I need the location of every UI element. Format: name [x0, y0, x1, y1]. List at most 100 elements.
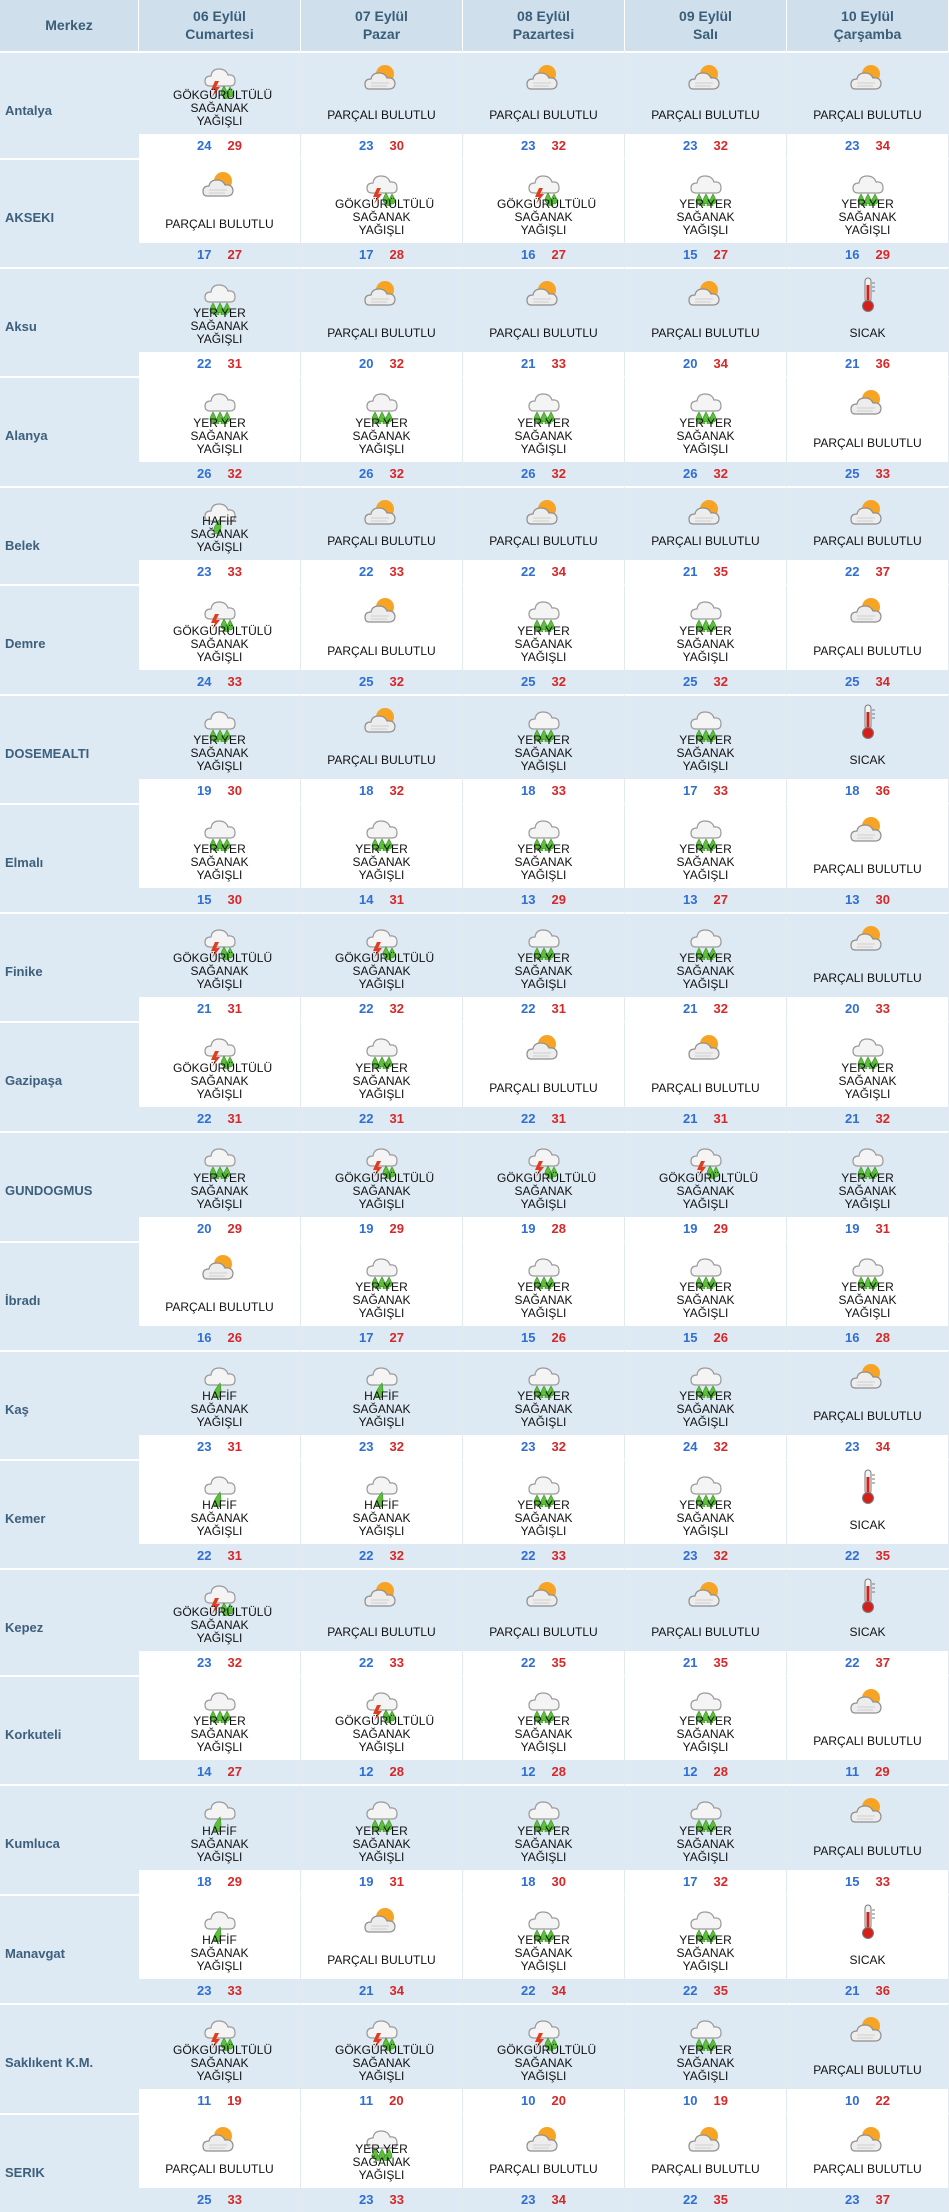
forecast-cell: HAFİF SAĞANAK YAĞIŞLI 18 29 — [139, 1784, 301, 1894]
forecast-cell: GÖKGÜRÜLTÜLÜ SAĞANAK YAĞIŞLI 11 20 — [301, 2003, 463, 2113]
high-temp: 26 — [227, 1330, 242, 1345]
condition-label: SICAK — [849, 753, 886, 767]
forecast-cell: PARÇALI BULUTLU 25 32 — [301, 584, 463, 694]
thermometer-hot-icon — [849, 1467, 887, 1505]
low-temp: 12 — [521, 1764, 536, 1779]
forecast-cell: PARÇALI BULUTLU 21 34 — [301, 1894, 463, 2003]
thunderstorm-icon-svg — [527, 175, 560, 210]
high-temp: 37 — [875, 1655, 890, 1670]
partly-cloudy-icon-svg — [849, 390, 882, 415]
low-temp: 21 — [521, 356, 536, 371]
forecast-cell: GÖKGÜRÜLTÜLÜ SAĞANAK YAĞIŞLI 19 29 — [301, 1131, 463, 1241]
city-name: GUNDOGMUS — [5, 1183, 93, 1198]
forecast-cell: PARÇALI BULUTLU 22 31 — [463, 1021, 625, 1131]
condition-label: HAFİF SAĞANAK YAĞIŞLI — [190, 514, 249, 554]
low-temp: 21 — [359, 1983, 374, 1998]
low-temp: 25 — [845, 674, 860, 689]
temperature-row: 23 37 — [787, 2188, 948, 2212]
low-temp: 21 — [683, 1001, 698, 1016]
forecast-cell: YER YER SAĞANAK YAĞIŞLI 18 33 — [463, 694, 625, 803]
condition-label: YER YER SAĞANAK YAĞIŞLI — [514, 1389, 573, 1429]
city-cell: Saklıkent K.M. — [0, 2003, 139, 2113]
forecast-cell: YER YER SAĞANAK YAĞIŞLI 23 33 — [301, 2113, 463, 2212]
forecast-cell: YER YER SAĞANAK YAĞIŞLI 14 27 — [139, 1675, 301, 1784]
low-temp: 18 — [359, 783, 374, 798]
temperature-row: 24 29 — [139, 134, 300, 158]
header-day-2: 07 Eylül Pazar — [301, 0, 463, 51]
partly-cloudy-icon — [687, 1576, 725, 1614]
city-name: İbradı — [5, 1293, 41, 1308]
city-cell: Kaş — [0, 1350, 139, 1459]
forecast-cell: HAFİF SAĞANAK YAĞIŞLI 23 32 — [301, 1350, 463, 1459]
forecast-cell: PARÇALI BULUTLU 23 34 — [463, 2113, 625, 2212]
thunderstorm-icon-svg — [203, 2020, 236, 2055]
high-temp: 28 — [389, 1764, 404, 1779]
high-temp: 33 — [713, 783, 728, 798]
high-temp: 28 — [389, 247, 404, 262]
partly-cloudy-icon — [363, 702, 401, 740]
temperature-row: 22 35 — [625, 1979, 786, 2003]
high-temp: 28 — [551, 1221, 566, 1236]
forecast-cell: PARÇALI BULUTLU 21 33 — [463, 267, 625, 376]
temperature-row: 22 37 — [787, 1651, 948, 1675]
high-temp: 32 — [551, 466, 566, 481]
light-showers-icon — [201, 1467, 239, 1509]
high-temp: 35 — [713, 564, 728, 579]
city-cell: Belek — [0, 486, 139, 584]
temperature-row: 20 33 — [787, 997, 948, 1021]
low-temp: 16 — [845, 1330, 860, 1345]
temperature-row: 22 31 — [463, 1107, 624, 1131]
partly-cloudy-icon — [525, 1029, 563, 1067]
header-day-1: 06 Eylül Cumartesi — [139, 0, 301, 51]
condition-label: YER YER SAĞANAK YAĞIŞLI — [514, 1714, 573, 1754]
partly-cloudy-icon-svg — [849, 65, 882, 90]
thermometer-hot-icon — [849, 1576, 887, 1614]
forecast-cell: HAFİF SAĞANAK YAĞIŞLI 23 33 — [139, 1894, 301, 2003]
condition-label: YER YER SAĞANAK YAĞIŞLI — [676, 1714, 735, 1754]
partly-cloudy-icon-svg — [687, 500, 720, 525]
partly-cloudy-icon-svg — [525, 65, 558, 90]
low-temp: 21 — [683, 564, 698, 579]
low-temp: 22 — [845, 1548, 860, 1563]
condition-label: HAFİF SAĞANAK YAĞIŞLI — [352, 1389, 411, 1429]
low-temp: 19 — [845, 1221, 860, 1236]
forecast-cell: YER YER SAĞANAK YAĞIŞLI 22 35 — [625, 1894, 787, 2003]
partly-cloudy-icon — [525, 1576, 563, 1614]
condition-label: PARÇALI BULUTLU — [327, 108, 436, 122]
temperature-row: 18 36 — [787, 779, 948, 803]
forecast-cell: PARÇALI BULUTLU 13 30 — [787, 803, 949, 912]
header-date: 08 Eylül — [517, 8, 570, 24]
forecast-cell: HAFİF SAĞANAK YAĞIŞLI 22 32 — [301, 1459, 463, 1568]
partly-cloudy-icon — [525, 2121, 563, 2159]
condition-label: SICAK — [849, 1953, 886, 1967]
low-temp: 22 — [359, 1001, 374, 1016]
temperature-row: 18 32 — [301, 779, 462, 803]
low-temp: 20 — [845, 1001, 860, 1016]
temperature-row: 18 33 — [463, 779, 624, 803]
temperature-row: 18 29 — [139, 1870, 300, 1894]
high-temp: 34 — [389, 1983, 404, 1998]
city-name: SERIK — [5, 2165, 45, 2180]
temperature-row: 17 33 — [625, 779, 786, 803]
city-cell: Kumluca — [0, 1784, 139, 1894]
condition-label: HAFİF SAĞANAK YAĞIŞLI — [352, 1498, 411, 1538]
forecast-cell: YER YER SAĞANAK YAĞIŞLI 25 32 — [625, 584, 787, 694]
city-name: Antalya — [5, 103, 52, 118]
condition-label: YER YER SAĞANAK YAĞIŞLI — [514, 733, 573, 773]
city-cell: Gazipaşa — [0, 1021, 139, 1131]
condition-label: YER YER SAĞANAK YAĞIŞLI — [190, 733, 249, 773]
condition-label: PARÇALI BULUTLU — [327, 534, 436, 548]
temperature-row: 21 35 — [625, 1651, 786, 1675]
condition-label: HAFİF SAĞANAK YAĞIŞLI — [190, 1824, 249, 1864]
high-temp: 27 — [551, 247, 566, 262]
temperature-row: 21 35 — [625, 560, 786, 584]
condition-label: GÖKGÜRÜLTÜLÜ SAĞANAK YAĞIŞLI — [335, 2043, 435, 2083]
partly-cloudy-icon — [849, 1792, 887, 1830]
city-name: Manavgat — [5, 1946, 65, 1961]
high-temp: 35 — [713, 1655, 728, 1670]
partly-cloudy-icon-svg — [849, 598, 882, 623]
condition-label: HAFİF SAĞANAK YAĞIŞLI — [190, 1498, 249, 1538]
city-name: Saklıkent K.M. — [5, 2055, 94, 2070]
low-temp: 24 — [683, 1439, 698, 1454]
partly-cloudy-icon-svg — [849, 1364, 882, 1389]
